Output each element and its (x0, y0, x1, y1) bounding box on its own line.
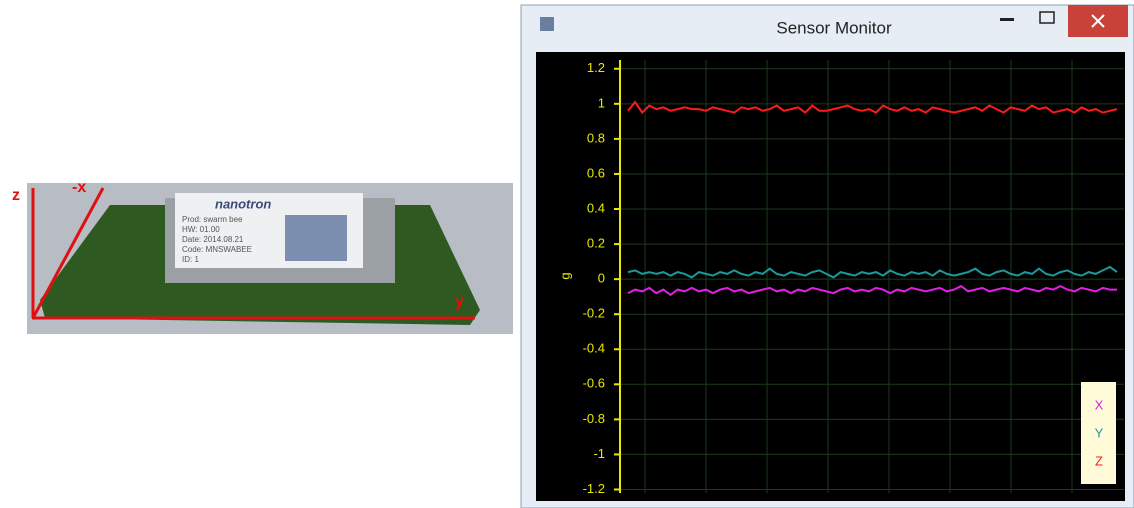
legend-entry: Y (1095, 425, 1104, 440)
y-tick-label: 1 (598, 95, 605, 110)
screen: z -x y nanotron Prod: swarm beeHW: 01.00… (0, 0, 1134, 508)
y-tick-label: 0 (598, 271, 605, 286)
brand: nanotron (215, 196, 271, 211)
y-tick-label: 0.6 (587, 165, 605, 180)
label-line: HW: 01.00 (182, 225, 220, 234)
y-tick-label: 0.8 (587, 130, 605, 145)
label-line: Code: MNSWABEE (182, 245, 252, 254)
label-line: Prod: swarm bee (182, 215, 243, 224)
y-tick-label: 0.4 (587, 200, 605, 215)
label-line: Date: 2014.08.21 (182, 235, 244, 244)
page: z -x y nanotron Prod: swarm beeHW: 01.00… (0, 0, 1134, 508)
annotation-z: z (12, 187, 20, 204)
y-tick-label: -0.2 (583, 306, 605, 321)
app-icon (540, 17, 554, 31)
y-tick-label: 0.2 (587, 236, 605, 251)
y-axis-label: g (557, 272, 572, 279)
datamatrix (285, 215, 347, 261)
y-tick-label: 1.2 (587, 60, 605, 75)
close-button[interactable] (1068, 5, 1128, 37)
minimize-button[interactable] (1000, 18, 1014, 21)
y-tick-label: -1 (593, 446, 605, 461)
annotation-x: -x (72, 179, 86, 196)
legend-entry: Z (1095, 453, 1103, 468)
legend-entry: X (1095, 397, 1104, 412)
label-line: ID: 1 (182, 255, 199, 264)
window-title: Sensor Monitor (776, 18, 892, 37)
y-tick-label: -1.2 (583, 481, 605, 496)
y-tick-label: -0.4 (583, 341, 605, 356)
annotation-y: y (455, 293, 464, 310)
y-tick-label: -0.8 (583, 411, 605, 426)
y-tick-label: -0.6 (583, 376, 605, 391)
